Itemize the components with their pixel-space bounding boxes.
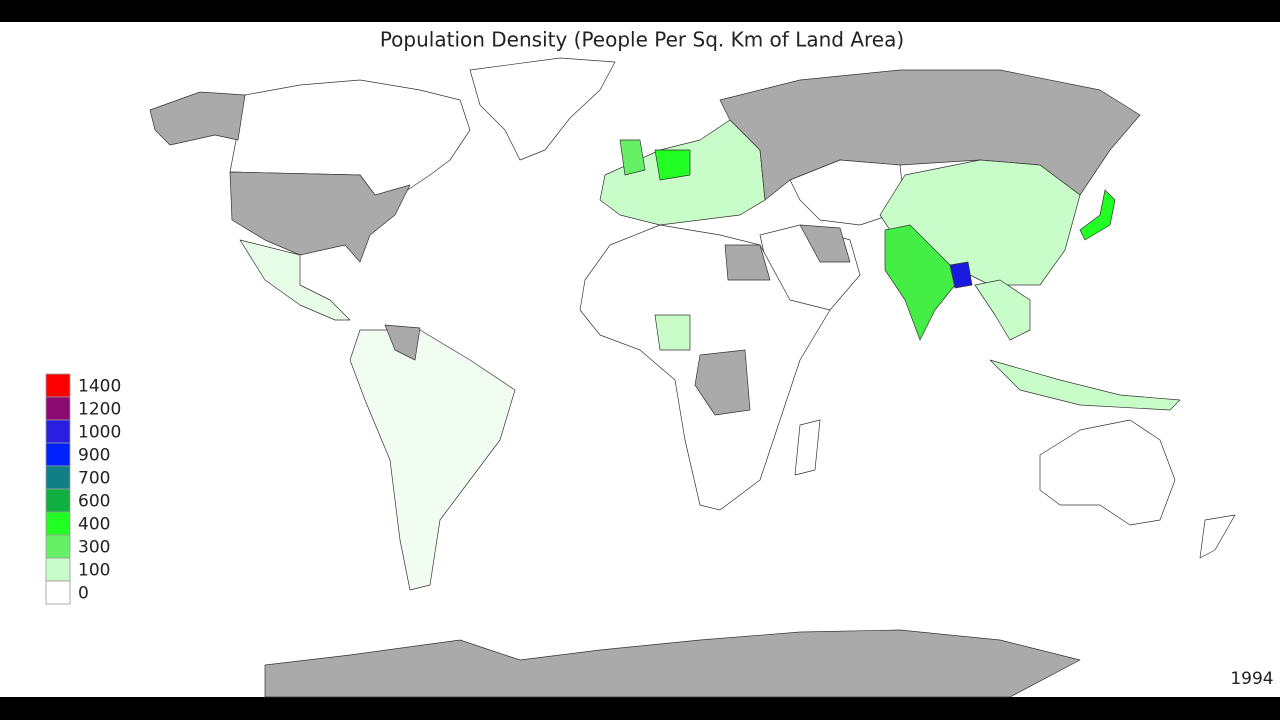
legend-swatch bbox=[45, 534, 71, 559]
south-america bbox=[349, 329, 516, 591]
legend-swatch bbox=[45, 419, 71, 444]
legend-swatch bbox=[45, 465, 71, 490]
legend-swatch bbox=[45, 580, 71, 605]
congo bbox=[694, 349, 751, 416]
map-title: Population Density (People Per Sq. Km of… bbox=[380, 28, 904, 52]
new-zealand bbox=[1199, 514, 1236, 559]
japan bbox=[1079, 189, 1116, 241]
indonesia bbox=[989, 359, 1181, 411]
mexico bbox=[239, 239, 351, 321]
legend-label: 1400 bbox=[78, 377, 121, 397]
iran bbox=[799, 224, 851, 263]
legend-swatch bbox=[45, 396, 71, 421]
legend-swatch bbox=[45, 488, 71, 513]
legend-label: 700 bbox=[78, 469, 110, 489]
southeast-asia bbox=[974, 279, 1031, 341]
legend-label: 300 bbox=[78, 538, 110, 558]
venezuela bbox=[384, 324, 421, 361]
australia bbox=[1039, 419, 1176, 526]
legend-label: 1200 bbox=[78, 400, 121, 420]
uk bbox=[619, 139, 646, 176]
year-label: 1994 bbox=[1230, 669, 1273, 689]
legend-label: 900 bbox=[78, 446, 110, 466]
legend-swatch bbox=[45, 442, 71, 467]
bangladesh bbox=[949, 261, 973, 289]
egypt bbox=[724, 244, 771, 281]
nigeria bbox=[654, 314, 691, 351]
world-map bbox=[149, 57, 1236, 698]
legend-swatch bbox=[45, 557, 71, 582]
india bbox=[884, 224, 956, 341]
legend-label: 100 bbox=[78, 561, 110, 581]
antarctica bbox=[264, 629, 1081, 698]
alaska bbox=[149, 91, 246, 146]
legend-swatch bbox=[45, 511, 71, 536]
greenland bbox=[469, 57, 616, 161]
usa bbox=[229, 171, 411, 263]
madagascar bbox=[794, 419, 821, 476]
legend-label: 600 bbox=[78, 492, 110, 512]
legend-label: 1000 bbox=[78, 423, 121, 443]
legend-label: 0 bbox=[78, 584, 89, 604]
legend-label: 400 bbox=[78, 515, 110, 535]
germany bbox=[654, 149, 691, 181]
legend-swatch bbox=[45, 373, 71, 398]
